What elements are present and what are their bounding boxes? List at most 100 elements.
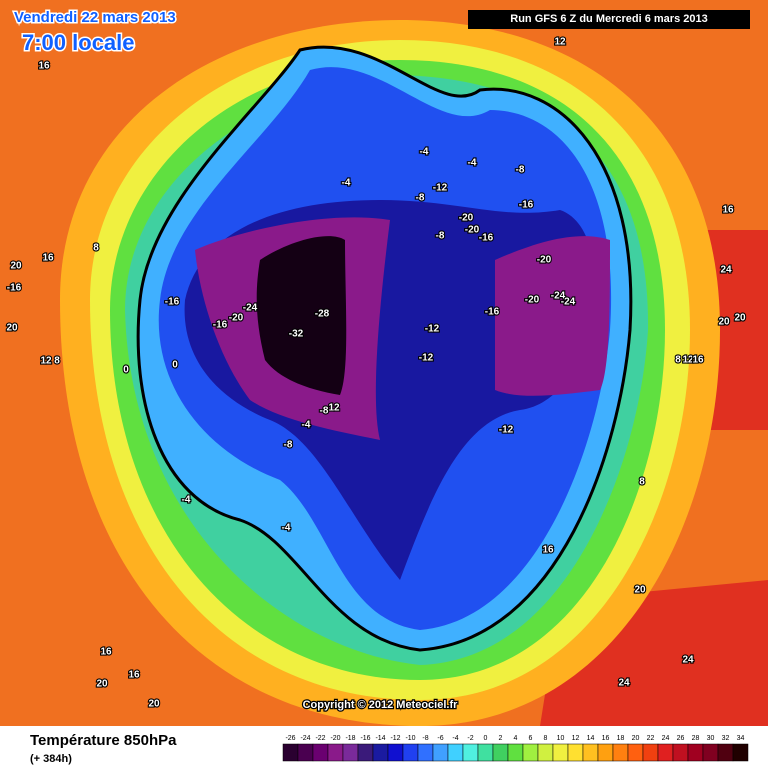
colorbar-tick-label: 8 — [544, 735, 548, 742]
run-box — [468, 10, 750, 29]
colorbar-tick-label: 10 — [557, 735, 565, 742]
colorbar-swatch — [282, 743, 299, 762]
colorbar-swatch — [417, 743, 434, 762]
contour-label: -8 — [436, 231, 445, 242]
contour-label: -4 — [182, 495, 191, 506]
colorbar-tick-label: -12 — [390, 735, 400, 742]
colorbar-tick-label: 32 — [722, 735, 730, 742]
contour-label: -20 — [229, 313, 244, 324]
colorbar-tick-label: -2 — [467, 735, 473, 742]
colorbar-swatch — [522, 743, 539, 762]
contour-label: 0 — [172, 360, 178, 371]
zero-isotherm — [136, 45, 633, 652]
contour-label: -24 — [243, 303, 258, 314]
contour-label: -12 — [425, 324, 440, 335]
contour-label: -12 — [433, 183, 448, 194]
colorbar-swatch — [687, 743, 704, 762]
contour-label: 0 — [123, 365, 129, 376]
colorbar-tick-label: 2 — [499, 735, 503, 742]
colorbar-swatch — [507, 743, 524, 762]
colorbar-tick-label: 26 — [677, 735, 685, 742]
colorbar-swatch — [612, 743, 629, 762]
colorbar-tick-label: 20 — [632, 735, 640, 742]
colorbar-tick-label: 16 — [602, 735, 610, 742]
colorbar-swatch — [432, 743, 449, 762]
colorbar-tick-label: 6 — [529, 735, 533, 742]
cold-core — [495, 236, 610, 396]
contour-label: 12 — [682, 355, 694, 366]
contour-label: 12 — [328, 403, 340, 414]
colorbar-tick-label: -20 — [330, 735, 340, 742]
contour-label: 16 — [542, 545, 554, 556]
contour-label: -16 — [213, 320, 228, 331]
colorbar-swatch — [597, 743, 614, 762]
contour-label: 24 — [682, 655, 694, 666]
colorbar-swatch — [642, 743, 659, 762]
colorbar-tick-label: 4 — [514, 735, 518, 742]
colorbar-swatch — [402, 743, 419, 762]
contour-label: 16 — [692, 355, 704, 366]
contour-label: 12 — [554, 37, 566, 48]
contour-label: -16 — [165, 297, 180, 308]
colorbar-tick-label: -18 — [345, 735, 355, 742]
contour-label: 16 — [722, 205, 734, 216]
colorbar-swatch — [657, 743, 674, 762]
colorbar: -26 -24 -22 -20 -18 -16 -14 -12 -10 -8 -6 -4 -2 0 2 4 6 8… — [282, 735, 749, 762]
copyright: Copyright © 2012 Meteociel.fr — [303, 699, 459, 711]
contour-label: 20 — [10, 261, 22, 272]
colorbar-swatch — [627, 743, 644, 762]
colorbar-tick-label: 14 — [587, 735, 595, 742]
contour-label: -20 — [465, 225, 480, 236]
colorbar-tick-label: 22 — [647, 735, 655, 742]
colorbar-tick-label: 24 — [662, 735, 670, 742]
colorbar-tick-label: -8 — [422, 735, 428, 742]
colorbar-tick-label: -10 — [405, 735, 415, 742]
contour-label: -8 — [284, 440, 293, 451]
colorbar-swatch — [732, 743, 749, 762]
forecast-date: Vendredi 22 mars 2013 — [14, 9, 176, 26]
forecast-time: 7:00 locale — [22, 30, 135, 55]
cold-core — [256, 236, 347, 395]
contour-label: -8 — [516, 165, 525, 176]
colorbar-swatch — [447, 743, 464, 762]
contour-label: 16 — [38, 61, 50, 72]
colorbar-tick-label: -14 — [375, 735, 385, 742]
colorbar-tick-label: -4 — [452, 735, 458, 742]
colorbar-swatch — [717, 743, 734, 762]
colorbar-swatch — [672, 743, 689, 762]
contour-label: -12 — [419, 353, 434, 364]
contour-label: 20 — [634, 585, 646, 596]
contour-label: 20 — [96, 679, 108, 690]
contour-label: -12 — [499, 425, 514, 436]
contour-label: -20 — [537, 255, 552, 266]
colorbar-swatch — [342, 743, 359, 762]
contour-label: -8 — [320, 406, 329, 417]
contour-label: 8 — [639, 477, 645, 488]
contour-label: 20 — [6, 323, 18, 334]
contour-label: 12 — [40, 356, 52, 367]
contour-label: 20 — [734, 313, 746, 324]
colorbar-tick-label: 12 — [572, 735, 580, 742]
contour-label: -16 — [7, 283, 22, 294]
contour-label: -4 — [302, 420, 311, 431]
colorbar-swatch — [567, 743, 584, 762]
colorbar-tick-label: 0 — [484, 735, 488, 742]
colorbar-tick-label: -16 — [360, 735, 370, 742]
colorbar-swatch — [537, 743, 554, 762]
colorbar-swatch — [312, 743, 329, 762]
contour-label: 16 — [42, 253, 54, 264]
footer-lead: (+ 384h) — [30, 753, 72, 765]
colorbar-tick-label: 28 — [692, 735, 700, 742]
colorbar-swatch — [492, 743, 509, 762]
contour-label: -16 — [479, 233, 494, 244]
colorbar-tick-label: 34 — [737, 735, 745, 742]
contour-label: -16 — [519, 200, 534, 211]
colorbar-swatch — [297, 743, 314, 762]
contour-label: 20 — [718, 317, 730, 328]
colorbar-tick-label: -6 — [437, 735, 443, 742]
contour-label: -4 — [468, 158, 477, 169]
contour-label: -4 — [342, 178, 351, 189]
contour-label: -8 — [416, 193, 425, 204]
